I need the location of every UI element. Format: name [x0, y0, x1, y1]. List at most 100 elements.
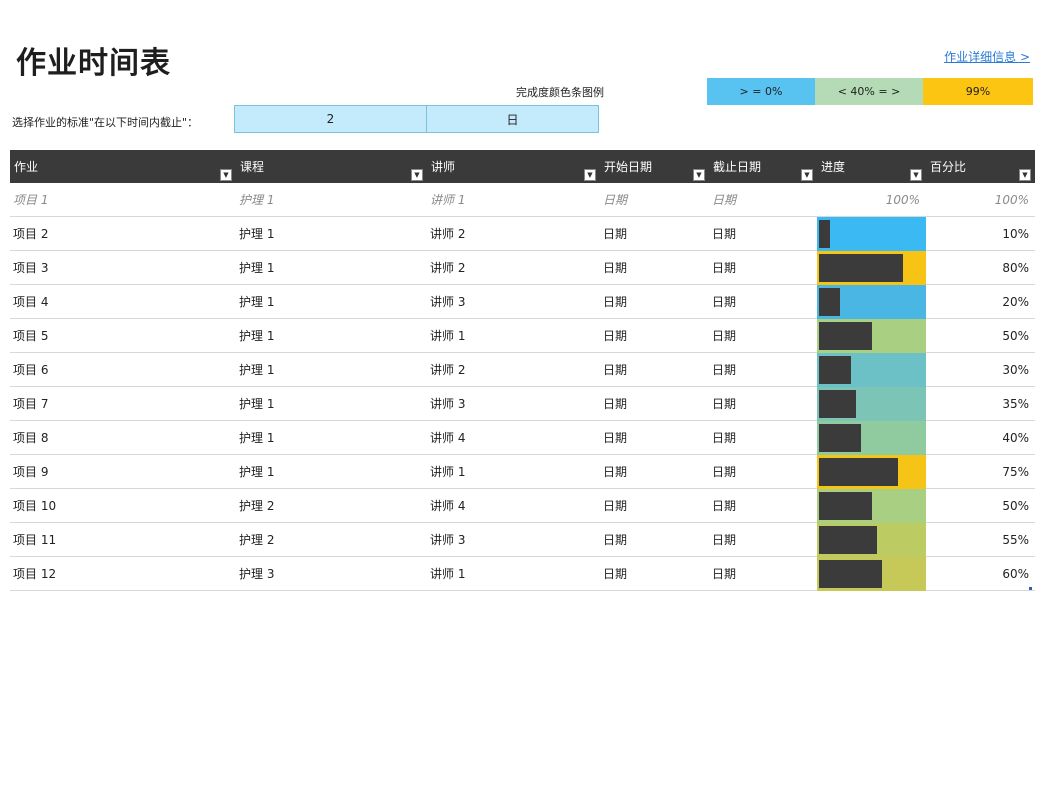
- percent-cell[interactable]: 50%: [1002, 498, 1029, 513]
- table-resize-handle[interactable]: [1029, 587, 1032, 590]
- filter-dropdown-icon[interactable]: ▼: [584, 169, 596, 181]
- assignment-cell[interactable]: 项目 3: [13, 261, 49, 275]
- percent-cell[interactable]: 30%: [1002, 362, 1029, 377]
- due-date-cell[interactable]: 日期: [712, 465, 737, 479]
- instructor-cell[interactable]: 讲师 1: [430, 567, 466, 581]
- filter-dropdown-icon[interactable]: ▼: [411, 169, 423, 181]
- table-row[interactable]: 项目 11 护理 2 讲师 3 日期 日期 55%: [10, 522, 1035, 557]
- start-date-cell[interactable]: 日期: [603, 567, 628, 581]
- assignment-cell[interactable]: 项目 5: [13, 329, 49, 343]
- percent-cell[interactable]: 80%: [1002, 260, 1029, 275]
- due-date-cell[interactable]: 日期: [712, 499, 737, 513]
- filter-dropdown-icon[interactable]: ▼: [801, 169, 813, 181]
- due-date-cell[interactable]: 日期: [712, 397, 737, 411]
- start-date-cell[interactable]: 日期: [603, 397, 628, 411]
- assignment-cell[interactable]: 项目 8: [13, 431, 49, 445]
- course-cell[interactable]: 护理 1: [239, 227, 275, 241]
- start-date-cell[interactable]: 日期: [603, 261, 628, 275]
- instructor-cell[interactable]: 讲师 3: [430, 295, 466, 309]
- column-header-label: 截止日期: [713, 160, 762, 174]
- due-filter-label: 选择作业的标准"在以下时间内截止"：: [12, 116, 199, 129]
- instructor-cell[interactable]: 讲师 1: [430, 193, 466, 207]
- instructor-cell[interactable]: 讲师 2: [430, 363, 466, 377]
- table-row[interactable]: 项目 10 护理 2 讲师 4 日期 日期 50%: [10, 488, 1035, 523]
- start-date-cell[interactable]: 日期: [603, 431, 628, 445]
- filter-dropdown-icon[interactable]: ▼: [220, 169, 232, 181]
- start-date-cell[interactable]: 日期: [603, 329, 628, 343]
- instructor-cell[interactable]: 讲师 3: [430, 397, 466, 411]
- assignment-cell[interactable]: 项目 4: [13, 295, 49, 309]
- course-cell[interactable]: 护理 2: [239, 499, 275, 513]
- course-cell[interactable]: 护理 1: [239, 431, 275, 445]
- course-cell[interactable]: 护理 1: [239, 363, 275, 377]
- due-date-cell[interactable]: 日期: [712, 533, 737, 547]
- course-cell[interactable]: 护理 2: [239, 533, 275, 547]
- instructor-cell[interactable]: 讲师 2: [430, 227, 466, 241]
- start-date-cell[interactable]: 日期: [603, 499, 628, 513]
- start-date-cell[interactable]: 日期: [603, 295, 628, 309]
- filter-dropdown-icon[interactable]: ▼: [910, 169, 922, 181]
- assignment-cell[interactable]: 项目 11: [13, 533, 57, 547]
- assignment-cell[interactable]: 项目 6: [13, 363, 49, 377]
- due-days-input[interactable]: 2: [234, 105, 427, 133]
- course-cell[interactable]: 护理 1: [239, 193, 275, 207]
- instructor-cell[interactable]: 讲师 1: [430, 329, 466, 343]
- course-cell[interactable]: 护理 1: [239, 465, 275, 479]
- table-row[interactable]: 项目 7 护理 1 讲师 3 日期 日期 35%: [10, 386, 1035, 421]
- instructor-cell[interactable]: 讲师 4: [430, 499, 466, 513]
- sample-row[interactable]: 项目 1 护理 1 讲师 1 日期 日期 100% 100%: [10, 183, 1035, 217]
- percent-cell[interactable]: 60%: [1002, 566, 1029, 581]
- percent-cell[interactable]: 40%: [1002, 430, 1029, 445]
- course-cell[interactable]: 护理 1: [239, 261, 275, 275]
- due-date-cell[interactable]: 日期: [712, 261, 737, 275]
- assignment-cell[interactable]: 项目 10: [13, 499, 57, 513]
- table-row[interactable]: 项目 9 护理 1 讲师 1 日期 日期 75%: [10, 454, 1035, 489]
- progress-bar: [817, 522, 926, 557]
- assignment-details-link[interactable]: 作业详细信息 >: [944, 50, 1030, 64]
- assignment-cell[interactable]: 项目 9: [13, 465, 49, 479]
- start-date-cell[interactable]: 日期: [603, 363, 628, 377]
- instructor-cell[interactable]: 讲师 3: [430, 533, 466, 547]
- instructor-cell[interactable]: 讲师 2: [430, 261, 466, 275]
- progress-cell[interactable]: 100%: [885, 192, 920, 207]
- percent-cell[interactable]: 100%: [994, 192, 1029, 207]
- table-row[interactable]: 项目 12 护理 3 讲师 1 日期 日期 60%: [10, 556, 1035, 591]
- start-date-cell[interactable]: 日期: [603, 227, 628, 241]
- table-row[interactable]: 项目 3 护理 1 讲师 2 日期 日期 80%: [10, 250, 1035, 285]
- due-date-cell[interactable]: 日期: [712, 363, 737, 377]
- legend-swatch-high: 99%: [923, 78, 1033, 105]
- filter-dropdown-icon[interactable]: ▼: [693, 169, 705, 181]
- instructor-cell[interactable]: 讲师 1: [430, 465, 466, 479]
- percent-cell[interactable]: 35%: [1002, 396, 1029, 411]
- table-row[interactable]: 项目 6 护理 1 讲师 2 日期 日期 30%: [10, 352, 1035, 387]
- percent-cell[interactable]: 20%: [1002, 294, 1029, 309]
- table-row[interactable]: 项目 2 护理 1 讲师 2 日期 日期 10%: [10, 216, 1035, 251]
- course-cell[interactable]: 护理 3: [239, 567, 275, 581]
- assignment-cell[interactable]: 项目 1: [13, 193, 49, 207]
- due-date-cell[interactable]: 日期: [712, 567, 737, 581]
- percent-cell[interactable]: 55%: [1002, 532, 1029, 547]
- due-date-cell[interactable]: 日期: [712, 431, 737, 445]
- course-cell[interactable]: 护理 1: [239, 295, 275, 309]
- progress-bar-track: [817, 386, 926, 421]
- table-row[interactable]: 项目 8 护理 1 讲师 4 日期 日期 40%: [10, 420, 1035, 455]
- start-date-cell[interactable]: 日期: [603, 465, 628, 479]
- instructor-cell[interactable]: 讲师 4: [430, 431, 466, 445]
- course-cell[interactable]: 护理 1: [239, 397, 275, 411]
- due-date-cell[interactable]: 日期: [712, 193, 737, 207]
- table-row[interactable]: 项目 5 护理 1 讲师 1 日期 日期 50%: [10, 318, 1035, 353]
- percent-cell[interactable]: 10%: [1002, 226, 1029, 241]
- filter-dropdown-icon[interactable]: ▼: [1019, 169, 1031, 181]
- assignment-cell[interactable]: 项目 12: [13, 567, 57, 581]
- table-row[interactable]: 项目 4 护理 1 讲师 3 日期 日期 20%: [10, 284, 1035, 319]
- percent-cell[interactable]: 50%: [1002, 328, 1029, 343]
- due-date-cell[interactable]: 日期: [712, 227, 737, 241]
- due-date-cell[interactable]: 日期: [712, 329, 737, 343]
- start-date-cell[interactable]: 日期: [603, 533, 628, 547]
- course-cell[interactable]: 护理 1: [239, 329, 275, 343]
- percent-cell[interactable]: 75%: [1002, 464, 1029, 479]
- assignment-cell[interactable]: 项目 7: [13, 397, 49, 411]
- assignment-cell[interactable]: 项目 2: [13, 227, 49, 241]
- start-date-cell[interactable]: 日期: [603, 193, 628, 207]
- due-date-cell[interactable]: 日期: [712, 295, 737, 309]
